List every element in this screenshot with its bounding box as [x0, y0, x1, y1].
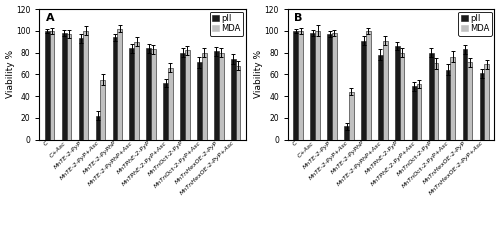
Legend: pII, MDA: pII, MDA [458, 11, 492, 36]
Bar [84, 31, 88, 140]
Bar [231, 59, 235, 140]
Bar [429, 52, 434, 140]
Bar [450, 57, 455, 140]
Bar [434, 63, 438, 140]
Bar [118, 29, 122, 140]
Bar [361, 40, 366, 140]
Bar [100, 80, 105, 140]
Bar [236, 65, 240, 140]
Bar [446, 70, 450, 140]
Bar [112, 37, 117, 140]
Bar [462, 49, 468, 140]
Bar [294, 31, 298, 140]
Bar [180, 52, 185, 140]
Bar [395, 46, 400, 140]
Bar [164, 83, 168, 140]
Bar [66, 34, 71, 140]
Legend: pII, MDA: pII, MDA [210, 11, 244, 36]
Bar [185, 50, 190, 140]
Bar [50, 31, 54, 140]
Bar [383, 40, 388, 140]
Bar [310, 33, 315, 140]
Bar [96, 116, 100, 140]
Bar [197, 62, 202, 140]
Y-axis label: Viability %: Viability % [6, 50, 15, 98]
Bar [412, 86, 416, 140]
Bar [219, 52, 224, 140]
Bar [349, 92, 354, 140]
Bar [400, 52, 404, 140]
Bar [332, 33, 337, 140]
Bar [78, 38, 84, 140]
Bar [344, 126, 349, 140]
Bar [298, 31, 303, 140]
Bar [480, 73, 484, 140]
Bar [168, 68, 173, 140]
Bar [130, 48, 134, 140]
Bar [214, 52, 219, 140]
Bar [151, 49, 156, 140]
Bar [146, 48, 151, 140]
Bar [315, 31, 320, 140]
Bar [45, 31, 50, 140]
Y-axis label: Viability %: Viability % [254, 50, 263, 98]
Bar [378, 55, 383, 140]
Bar [134, 42, 139, 140]
Text: A: A [46, 13, 54, 23]
Bar [62, 33, 66, 140]
Bar [366, 31, 370, 140]
Text: B: B [294, 13, 302, 23]
Bar [484, 65, 489, 140]
Bar [202, 52, 206, 140]
Bar [328, 34, 332, 140]
Bar [416, 84, 422, 140]
Bar [468, 62, 472, 140]
